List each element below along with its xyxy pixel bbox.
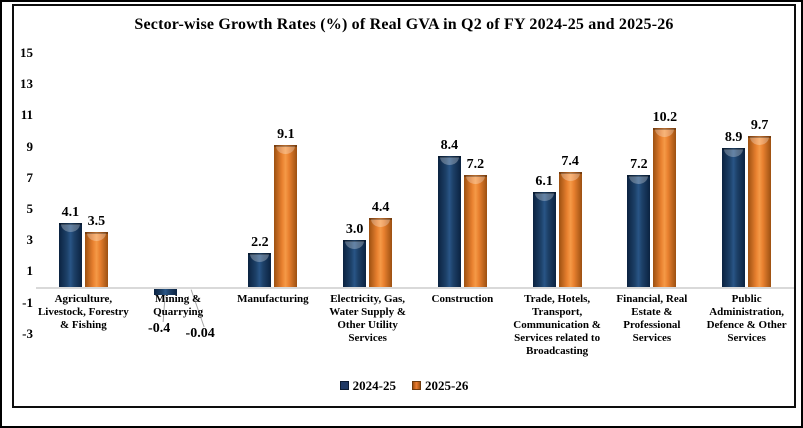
- bar-2024-25: [722, 148, 746, 287]
- y-axis-tick: 5: [26, 201, 34, 216]
- data-label: 7.4: [561, 153, 579, 169]
- bar-2025-26: [84, 232, 108, 287]
- data-label: 3.0: [345, 222, 364, 238]
- y-axis-tick: 15: [20, 45, 33, 60]
- data-label: 9.1: [277, 127, 295, 143]
- category-label: Electricity, Gas, Water Supply & Other U…: [329, 293, 407, 344]
- plot-area: 15 13 11 9 7 5 3 1 -1 -3 Agriculture, Livestock, F…: [14, 6, 794, 406]
- bar-2025-26: [653, 127, 677, 287]
- bar-2025-26: [369, 218, 393, 287]
- y-axis-tick: 11: [20, 107, 33, 123]
- data-label: 6.1: [535, 173, 553, 189]
- bar-2025-26: [179, 288, 203, 290]
- data-label: 4.4: [371, 200, 390, 216]
- y-axis-tick: 1: [26, 263, 34, 279]
- legend: 2024-25 2025-26: [14, 379, 794, 392]
- y-axis-tick: -3: [22, 325, 33, 341]
- category-label: Public Administration, Defence & Other S…: [706, 293, 787, 344]
- y-axis-tick: -1: [22, 294, 33, 310]
- category-label: Financial, Real Estate & Professional Se…: [616, 293, 688, 344]
- bar-2025-26: [274, 145, 298, 287]
- legend-label: 2025-26: [425, 378, 469, 393]
- category-label: Manufacturing: [237, 293, 309, 305]
- category-label: Agriculture, Livestock, Forestry & Fishi…: [37, 293, 129, 331]
- data-label: 8.9: [724, 130, 743, 146]
- bar-2025-26: [558, 171, 582, 287]
- category-label: Trade, Hotels, Transport, Communication …: [513, 293, 601, 357]
- data-label: 2.2: [251, 234, 269, 250]
- y-axis-tick: 3: [26, 232, 34, 248]
- legend-label: 2024-25: [352, 378, 396, 393]
- data-label: 4.1: [61, 205, 80, 221]
- legend-swatch-icon: [339, 381, 349, 390]
- zero-baseline: [36, 287, 794, 289]
- bar-2024-25: [532, 191, 556, 287]
- legend-item-2025-26: 2025-26: [412, 379, 468, 392]
- legend-item-2024-25: 2024-25: [339, 378, 396, 393]
- category-label: Construction: [431, 293, 494, 305]
- bar-2025-26: [463, 174, 487, 287]
- bar-2024-25: [153, 288, 177, 295]
- bar-2024-25: [343, 240, 367, 287]
- data-label: 7.2: [466, 156, 485, 172]
- category-label: Mining & Quarrying: [153, 293, 204, 318]
- bar-2025-26: [748, 135, 772, 287]
- data-label: -0.4: [148, 321, 171, 336]
- data-label: 9.7: [750, 117, 769, 133]
- data-label: 8.4: [440, 137, 459, 153]
- data-label: 7.2: [630, 156, 648, 172]
- data-label: 10.2: [652, 109, 678, 125]
- legend-swatch-icon: [412, 381, 421, 390]
- chart-title: Sector-wise Growth Rates (%) of Real GVA…: [134, 16, 674, 33]
- y-axis-tick: 7: [26, 169, 34, 185]
- data-label: -0.04: [185, 326, 215, 341]
- bar-2024-25: [437, 155, 461, 287]
- y-axis-tick: 13: [20, 76, 33, 92]
- y-axis-tick: 9: [26, 138, 34, 154]
- bar-2024-25: [248, 252, 272, 287]
- bar-2024-25: [58, 223, 82, 287]
- chart-frame: Sector-wise Growth Rates (%) of Real GVA…: [12, 4, 796, 408]
- bar-2024-25: [627, 174, 651, 287]
- data-label: 3.5: [87, 214, 106, 230]
